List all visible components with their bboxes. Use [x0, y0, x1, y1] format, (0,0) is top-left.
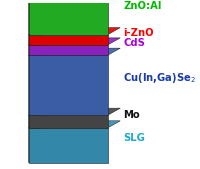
Text: i-ZnO: i-ZnO [123, 28, 154, 38]
Polygon shape [29, 121, 120, 128]
Polygon shape [29, 28, 41, 45]
Text: Cu(In,Ga)Se$_2$: Cu(In,Ga)Se$_2$ [123, 71, 196, 85]
Polygon shape [29, 0, 41, 35]
Polygon shape [29, 115, 108, 128]
Polygon shape [29, 0, 108, 35]
Polygon shape [29, 108, 41, 128]
Polygon shape [29, 48, 41, 115]
Polygon shape [29, 38, 120, 45]
Text: CdS: CdS [123, 38, 145, 48]
Text: SLG: SLG [123, 133, 145, 143]
Polygon shape [29, 55, 108, 115]
Polygon shape [29, 121, 41, 163]
Polygon shape [29, 28, 120, 35]
Polygon shape [29, 35, 108, 45]
Text: ZnO:Al: ZnO:Al [123, 1, 162, 10]
Polygon shape [29, 128, 108, 163]
Polygon shape [29, 108, 120, 115]
Polygon shape [29, 45, 108, 55]
Polygon shape [29, 48, 120, 55]
Text: Mo: Mo [123, 110, 140, 119]
Polygon shape [29, 38, 41, 55]
